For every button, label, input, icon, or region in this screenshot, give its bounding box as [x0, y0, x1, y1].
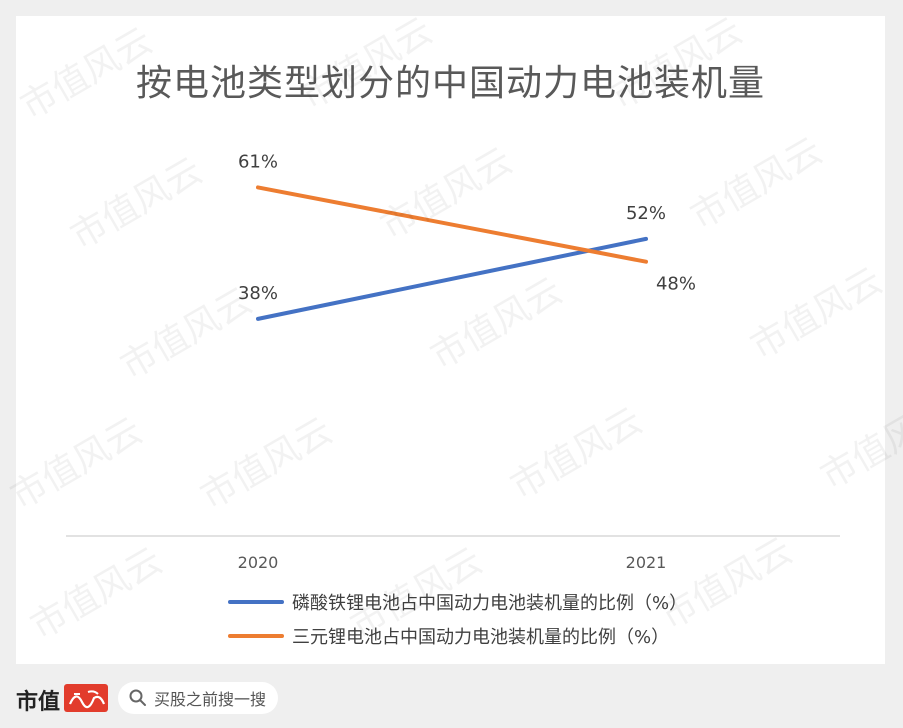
line-chart: 2020 2021 38% 52% 61% 48% — [66, 151, 840, 572]
series-line-0 — [256, 236, 648, 321]
legend-item-ternary: 三元锂电池占中国动力电池装机量的比例（%） — [228, 624, 669, 648]
brand-name: 市值 — [16, 689, 61, 715]
legend-swatch-lfp — [228, 600, 284, 604]
series-lines — [256, 185, 648, 321]
data-label-series1-2021: 48% — [656, 274, 696, 295]
x-tick-label-2020: 2020 — [238, 553, 279, 572]
brand-logo-seal — [64, 684, 108, 712]
legend-swatch-ternary — [228, 634, 284, 638]
x-axis-ticks: 2020 2021 — [238, 553, 667, 572]
chart-title: 按电池类型划分的中国动力电池装机量 — [135, 63, 765, 104]
legend-item-lfp: 磷酸铁锂电池占中国动力电池装机量的比例（%） — [228, 590, 687, 614]
legend-label-ternary: 三元锂电池占中国动力电池装机量的比例（%） — [292, 627, 670, 648]
data-labels: 38% 52% 61% 48% — [238, 151, 696, 303]
legend-label-lfp: 磷酸铁锂电池占中国动力电池装机量的比例（%） — [292, 593, 688, 614]
search-box[interactable]: 买股之前搜一搜 — [118, 682, 278, 714]
data-label-series1-2020: 61% — [238, 151, 278, 172]
search-placeholder: 买股之前搜一搜 — [154, 690, 267, 709]
series-line-1 — [256, 185, 648, 264]
footer-bar: 市值 买股之前搜一搜 — [0, 672, 903, 728]
x-tick-label-2021: 2021 — [626, 553, 667, 572]
data-label-series0-2021: 52% — [626, 203, 666, 224]
data-label-series0-2020: 38% — [238, 283, 278, 304]
chart-card: 按电池类型划分的中国动力电池装机量 2020 2021 38% 52% 61% 48% … — [16, 16, 885, 664]
search-icon — [129, 689, 146, 706]
